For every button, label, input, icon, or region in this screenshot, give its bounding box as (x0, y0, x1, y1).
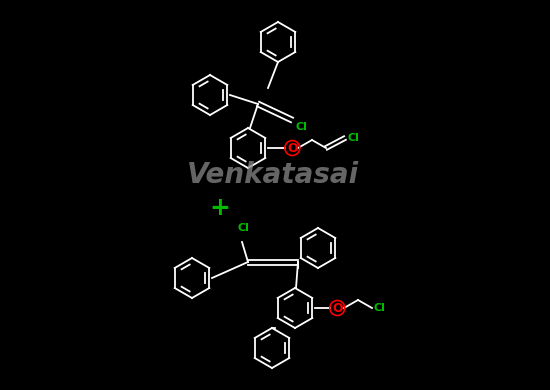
Text: O: O (332, 301, 343, 314)
Text: Cl: Cl (238, 223, 250, 233)
Text: Cl: Cl (347, 133, 359, 143)
Text: Venkatasai: Venkatasai (187, 161, 359, 189)
Text: +: + (210, 196, 230, 220)
Text: Cl: Cl (295, 122, 307, 132)
Text: O: O (287, 142, 298, 154)
Text: Cl: Cl (374, 303, 386, 313)
